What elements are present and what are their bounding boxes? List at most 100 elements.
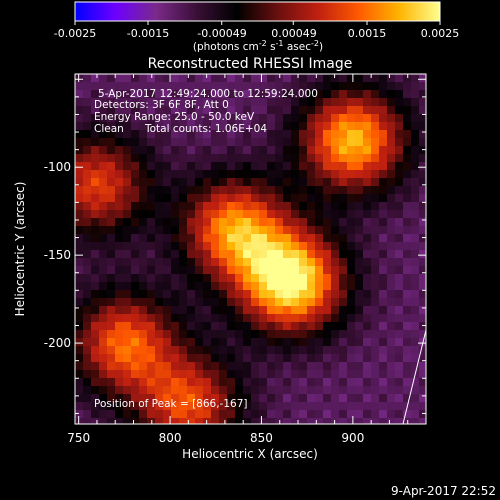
heatmap-cell	[203, 130, 212, 139]
heatmap-cell	[163, 290, 172, 299]
heatmap-cell	[403, 154, 412, 163]
heatmap-cell	[259, 306, 268, 315]
heatmap-cell	[123, 170, 132, 179]
heatmap-cell	[219, 178, 228, 187]
heatmap-cell	[83, 146, 92, 155]
heatmap-cell	[395, 242, 404, 251]
heatmap-cell	[219, 114, 228, 123]
heatmap-cell	[99, 338, 108, 347]
heatmap-cell	[291, 170, 300, 179]
heatmap-cell	[323, 90, 332, 99]
heatmap-cell	[411, 90, 420, 99]
heatmap-cell	[83, 226, 92, 235]
heatmap-cell	[107, 146, 116, 155]
heatmap-cell	[123, 410, 132, 419]
heatmap-cell	[347, 354, 356, 363]
heatmap-cell	[235, 354, 244, 363]
heatmap-cell	[91, 338, 100, 347]
heatmap-cell	[219, 106, 228, 115]
heatmap-cell	[379, 322, 388, 331]
heatmap-cell	[331, 402, 340, 411]
heatmap-cell	[139, 266, 148, 275]
heatmap-cell	[259, 154, 268, 163]
heatmap-cell	[147, 90, 156, 99]
heatmap-cell	[387, 322, 396, 331]
heatmap-cell	[91, 82, 100, 91]
heatmap-cell	[139, 90, 148, 99]
heatmap-cell	[115, 410, 124, 419]
heatmap-cell	[75, 378, 84, 387]
y-tick-label: -100	[44, 160, 71, 174]
heatmap-cell	[331, 410, 340, 419]
heatmap-cell	[99, 122, 108, 131]
heatmap-cell	[123, 146, 132, 155]
heatmap-cell	[163, 98, 172, 107]
heatmap-cell	[259, 186, 268, 195]
heatmap-cell	[331, 234, 340, 243]
heatmap-cell	[171, 362, 180, 371]
heatmap-cell	[179, 306, 188, 315]
heatmap-cell	[75, 322, 84, 331]
heatmap-cell	[203, 146, 212, 155]
heatmap-cell	[147, 178, 156, 187]
heatmap-cell	[235, 210, 244, 219]
heatmap-cell	[107, 362, 116, 371]
heatmap-cell	[227, 370, 236, 379]
heatmap-cell	[243, 122, 252, 131]
heatmap-cell	[291, 186, 300, 195]
heatmap-cell	[163, 186, 172, 195]
heatmap-cell	[139, 82, 148, 91]
heatmap-cell	[163, 234, 172, 243]
heatmap-cell	[331, 98, 340, 107]
heatmap-cell	[123, 106, 132, 115]
heatmap-cell	[347, 410, 356, 419]
heatmap-cell	[219, 330, 228, 339]
heatmap-cell	[339, 290, 348, 299]
heatmap-cell	[131, 266, 140, 275]
heatmap-cell	[83, 178, 92, 187]
heatmap-cell	[203, 410, 212, 419]
heatmap-cell	[227, 418, 236, 424]
heatmap-cell	[131, 394, 140, 403]
heatmap-cell	[379, 330, 388, 339]
heatmap-cell	[75, 106, 84, 115]
heatmap-cell	[379, 274, 388, 283]
heatmap-cell	[155, 290, 164, 299]
heatmap-cell	[91, 266, 100, 275]
heatmap-cell	[395, 154, 404, 163]
heatmap-cell	[107, 154, 116, 163]
heatmap-cell	[243, 210, 252, 219]
heatmap-cell	[291, 90, 300, 99]
heatmap-cell	[99, 346, 108, 355]
heatmap-cell	[147, 402, 156, 411]
heatmap-cell	[291, 178, 300, 187]
heatmap-cell	[387, 298, 396, 307]
heatmap-cell	[123, 130, 132, 139]
heatmap-cell	[299, 394, 308, 403]
heatmap-cell	[259, 194, 268, 203]
heatmap-cell	[179, 202, 188, 211]
heatmap-cell	[99, 418, 108, 424]
heatmap-cell	[203, 322, 212, 331]
heatmap-cell	[99, 274, 108, 283]
heatmap-cell	[203, 242, 212, 251]
heatmap-cell	[195, 250, 204, 259]
heatmap-cell	[363, 154, 372, 163]
heatmap-cell	[107, 202, 116, 211]
colorbar-tick-label: -0.00049	[197, 27, 246, 40]
heatmap-cell	[243, 314, 252, 323]
heatmap-cell	[347, 114, 356, 123]
heatmap-cell	[219, 338, 228, 347]
heatmap-cell	[275, 282, 284, 291]
heatmap-cell	[395, 130, 404, 139]
heatmap-cell	[363, 338, 372, 347]
heatmap-cell	[115, 250, 124, 259]
heatmap-cell	[371, 298, 380, 307]
heatmap-cell	[211, 154, 220, 163]
heatmap-cell	[171, 290, 180, 299]
heatmap-cell	[243, 402, 252, 411]
heatmap-cell	[355, 354, 364, 363]
heatmap-cell	[355, 258, 364, 267]
heatmap-cell	[163, 258, 172, 267]
heatmap-cell	[243, 138, 252, 147]
